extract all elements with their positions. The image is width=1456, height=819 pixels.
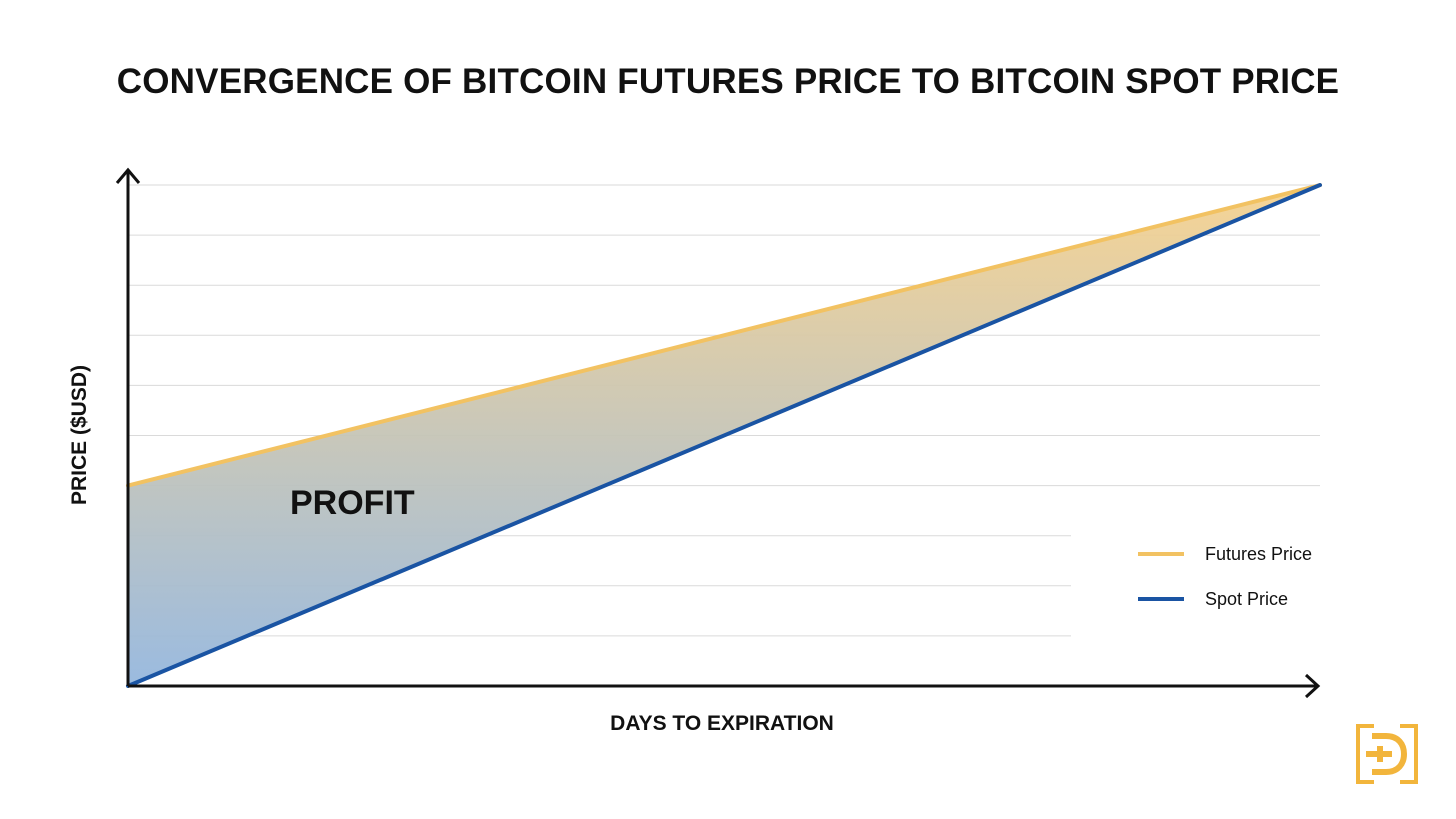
legend-label-spot: Spot Price — [1205, 588, 1289, 609]
legend-label-futures: Futures Price — [1205, 543, 1313, 564]
chart-title: CONVERGENCE OF BITCOIN FUTURES PRICE TO … — [116, 62, 1340, 101]
x-axis-arrow-icon — [1304, 673, 1321, 699]
x-axis-label: DAYS TO EXPIRATION — [610, 712, 834, 735]
legend-item-futures: Futures Price — [1138, 540, 1312, 568]
legend-swatch-spot — [1138, 597, 1184, 601]
legend: Futures Price Spot Price — [1138, 540, 1312, 630]
y-axis-label: PRICE ($USD) — [68, 364, 91, 506]
series-line-futures-price — [126, 183, 1322, 488]
series-line-spot-price — [126, 183, 1322, 688]
y-axis-arrow-icon — [115, 167, 141, 184]
profit-annotation: PROFIT — [290, 484, 415, 522]
brand-logo-icon — [1356, 724, 1418, 784]
legend-swatch-futures — [1138, 552, 1184, 556]
legend-item-spot: Spot Price — [1138, 585, 1312, 613]
